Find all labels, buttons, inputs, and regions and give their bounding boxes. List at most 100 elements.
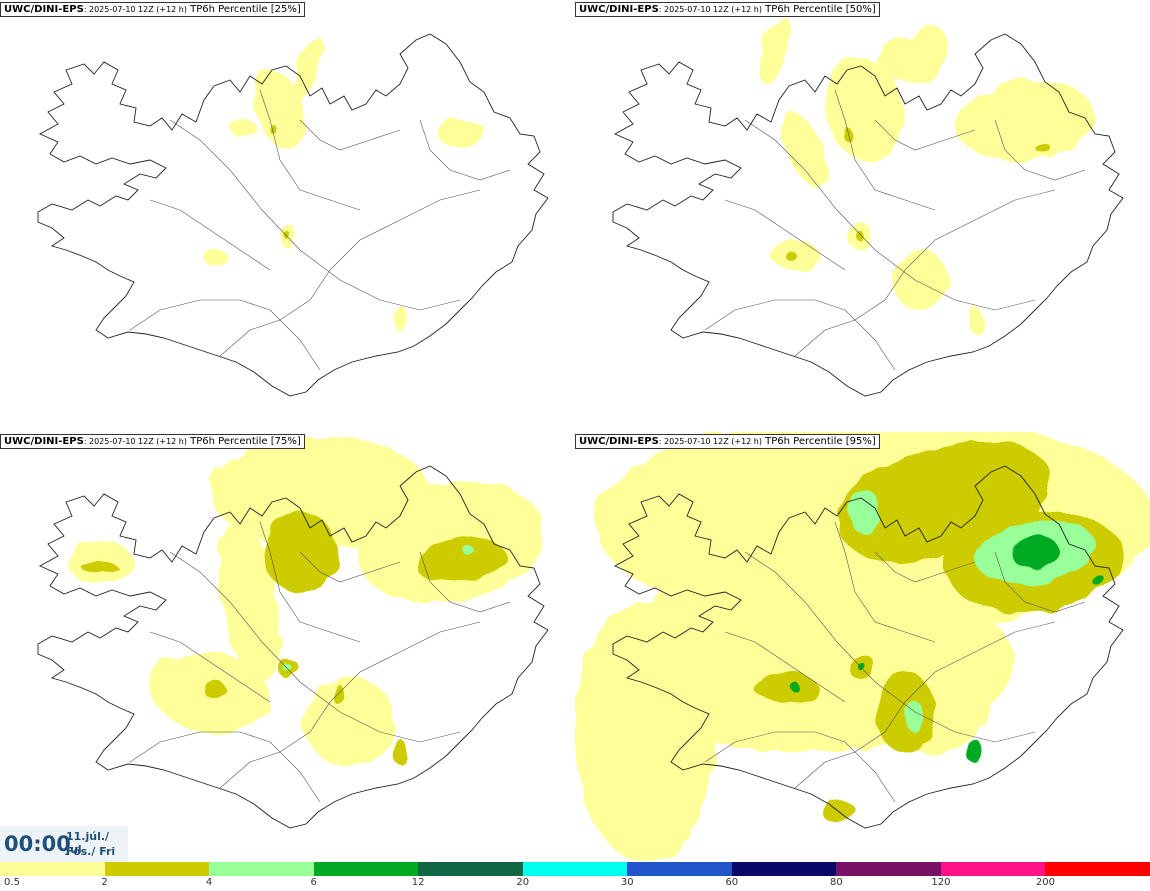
road-line — [724, 631, 846, 703]
road-line — [994, 551, 1086, 613]
precip-area — [204, 250, 228, 266]
legend-label: 12 — [411, 877, 425, 888]
road-line — [724, 199, 846, 271]
legend-label: 20 — [516, 877, 530, 888]
legend-swatch — [313, 862, 419, 876]
precip-area — [203, 682, 227, 698]
legend-swatch — [209, 862, 314, 876]
road-line — [419, 551, 511, 613]
map-panel-p25: UWC/DINI-EPS: 2025-07-10 12Z (+12 h) TP6… — [0, 0, 575, 432]
precipitation-field — [204, 35, 482, 330]
valid-time-box: 00:00 11.júl./ Jul Fös./ Fri — [0, 826, 128, 862]
precip-area — [902, 27, 948, 83]
precip-area — [967, 740, 983, 764]
legend-label: 120 — [931, 877, 951, 888]
precip-area — [849, 490, 881, 534]
legend-label: 6 — [310, 877, 317, 888]
road-line — [874, 119, 976, 151]
road-line — [299, 119, 401, 151]
panel-title: UWC/DINI-EPS: 2025-07-10 12Z (+12 h) TP6… — [0, 2, 305, 17]
legend-swatch — [836, 862, 941, 876]
precip-area — [843, 127, 851, 141]
road-line — [259, 521, 361, 643]
road-line — [129, 731, 321, 803]
road-line — [129, 299, 321, 371]
precip-area — [907, 701, 923, 733]
road-line — [419, 119, 511, 181]
precip-area — [305, 677, 395, 767]
road-line — [704, 731, 896, 803]
precip-area — [233, 120, 257, 140]
precip-area — [82, 562, 118, 574]
precip-area — [892, 250, 948, 310]
iceland-map — [575, 432, 1150, 862]
panel-title: UWC/DINI-EPS: 2025-07-10 12Z (+12 h) TP6… — [575, 434, 880, 449]
road-line — [169, 551, 461, 743]
iceland-map — [37, 437, 549, 829]
road-line — [744, 551, 1036, 743]
precip-area — [859, 664, 867, 672]
valid-time-clock: 00:00 — [4, 832, 71, 856]
road-line — [219, 621, 481, 789]
precip-area — [284, 664, 292, 672]
road-line — [704, 299, 896, 371]
road-line — [794, 621, 1056, 789]
legend-label: 0.5 — [4, 877, 20, 888]
precipitation-field — [757, 17, 1095, 332]
legend-swatch — [418, 862, 523, 876]
road-line — [299, 551, 401, 583]
precip-area — [955, 79, 1095, 161]
iceland-map — [37, 33, 549, 397]
precip-area — [1095, 575, 1105, 589]
precip-area — [757, 17, 793, 83]
legend-swatch — [104, 862, 210, 876]
precip-area — [875, 672, 935, 752]
valid-date-line2: Fös./ Fri — [66, 845, 116, 858]
legend-swatch — [940, 862, 1046, 876]
legend-label: 2 — [101, 877, 108, 888]
road-line — [874, 551, 976, 583]
legend-swatch — [1045, 862, 1150, 876]
legend-label: 30 — [620, 877, 634, 888]
road-line — [834, 521, 936, 643]
map-panel-p75: UWC/DINI-EPS: 2025-07-10 12Z (+12 h) TP6… — [0, 432, 575, 864]
precip-area — [1037, 146, 1053, 154]
precip-area — [1011, 534, 1059, 570]
iceland-map — [612, 17, 1124, 397]
coastline — [37, 33, 549, 397]
coastline — [37, 465, 549, 829]
road-line — [169, 119, 461, 311]
precip-area — [781, 112, 829, 188]
precipitation-field — [575, 432, 1150, 862]
road-line — [994, 119, 1086, 181]
precip-area — [438, 117, 482, 147]
valid-date-line1: 11.júl./ Jul — [66, 830, 110, 856]
precip-area — [416, 537, 504, 583]
legend-label: 200 — [1035, 877, 1055, 888]
legend-swatch — [627, 862, 732, 876]
legend-label: 4 — [205, 877, 213, 888]
coastline — [612, 465, 1124, 829]
precip-area — [753, 673, 817, 701]
road-line — [149, 631, 271, 703]
precip-area — [784, 251, 796, 259]
legend-color-bar — [0, 862, 1150, 876]
legend-label: 80 — [829, 877, 843, 888]
precip-area — [790, 683, 800, 691]
precipitation-field — [68, 437, 545, 767]
precip-area — [294, 35, 322, 101]
precipitation-legend: 0.5 2 4 6 12 20 30 60 80 120 200 — [0, 862, 1150, 891]
road-line — [219, 189, 481, 357]
legend-swatch — [522, 862, 628, 876]
precip-area — [575, 602, 715, 862]
precip-area — [253, 69, 307, 151]
panel-title: UWC/DINI-EPS: 2025-07-10 12Z (+12 h) TP6… — [575, 2, 880, 17]
legend-swatch — [0, 862, 105, 876]
precip-area — [392, 306, 408, 330]
legend-swatch — [731, 862, 837, 876]
precip-area — [392, 740, 408, 764]
road-line — [794, 189, 1056, 357]
legend-label: 60 — [725, 877, 739, 888]
precip-area — [856, 231, 864, 241]
precip-area — [285, 232, 291, 240]
